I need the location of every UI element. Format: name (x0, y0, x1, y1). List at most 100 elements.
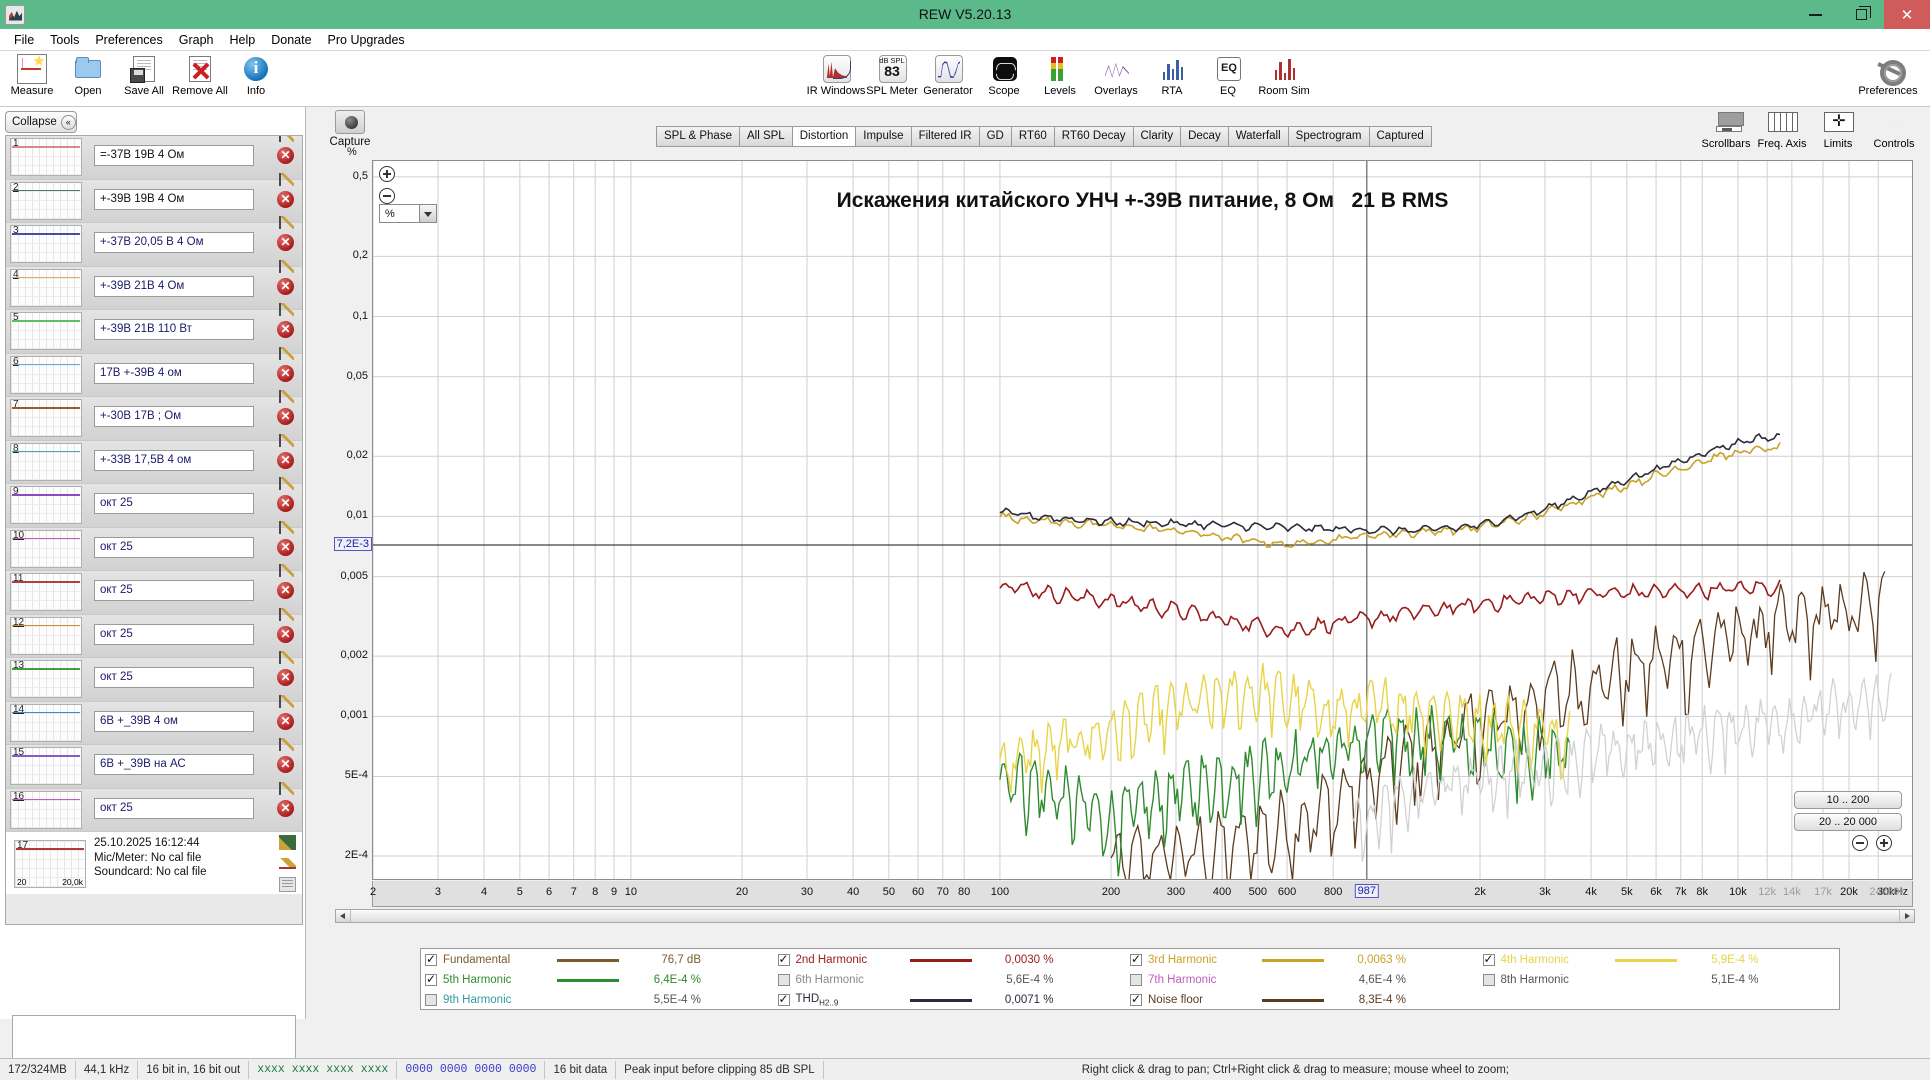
measurement-row[interactable]: 3 +-37В 20,05 В 4 Ом ✕ (6, 216, 302, 267)
edit-icon[interactable] (279, 136, 294, 142)
chevron-down-icon[interactable] (419, 205, 436, 222)
measurement-name-input[interactable]: +-39В 21В 110 Вт (94, 319, 254, 340)
measurement-name-input[interactable]: 6В +_39В 4 ом (94, 710, 254, 732)
legend-checkbox[interactable] (777, 992, 790, 1006)
measurement-thumbnail[interactable]: 5 (10, 312, 82, 351)
measurement-thumbnail[interactable]: 17 20 20,0k (14, 840, 86, 888)
tab-gd[interactable]: GD (978, 126, 1011, 147)
collapse-sidebar-button[interactable]: Collapse « (5, 111, 77, 133)
toolbar-rta-button[interactable]: RTA (1144, 54, 1200, 97)
zoom-out-icon[interactable] (379, 188, 395, 204)
measurement-row[interactable]: 12 окт 25 ✕ (6, 607, 302, 658)
measurement-row[interactable]: 10 окт 25 ✕ (6, 520, 302, 571)
measurement-row[interactable]: 14 6В +_39В 4 ом ✕ (6, 694, 302, 745)
measurement-name-input[interactable]: 17В +-39В 4 ом (94, 362, 254, 384)
notes-icon[interactable] (279, 877, 296, 892)
tab-distortion[interactable]: Distortion (791, 126, 856, 147)
toolbar-measure-button[interactable]: Measure (4, 54, 60, 97)
minimize-button[interactable] (1792, 0, 1838, 29)
legend-item[interactable]: 9th Harmonic 5,5E-4 % (425, 990, 778, 1010)
measurement-row[interactable]: 15 6В +_39В на АС ✕ (6, 738, 302, 789)
menu-preferences[interactable]: Preferences (95, 32, 163, 47)
delete-measurement-icon[interactable]: ✕ (277, 234, 294, 251)
edit-measurement-icon[interactable] (279, 856, 296, 871)
measurement-thumbnail[interactable]: 8 (10, 442, 82, 481)
delete-measurement-icon[interactable]: ✕ (277, 495, 294, 512)
scroll-right-icon[interactable] (1900, 910, 1914, 922)
delete-measurement-icon[interactable]: ✕ (277, 669, 294, 686)
measurement-thumbnail[interactable]: 7 (10, 399, 82, 438)
delete-measurement-icon[interactable]: ✕ (277, 538, 294, 556)
zoom-in-icon[interactable] (379, 166, 395, 182)
measurement-thumbnail[interactable]: 13 (10, 660, 82, 699)
tab-filtered-ir[interactable]: Filtered IR (910, 126, 979, 147)
edit-icon[interactable] (279, 607, 294, 621)
measurement-name-input[interactable]: +-39В 21В 4 Ом (94, 275, 254, 297)
measurement-name-input[interactable]: окт 25 (94, 667, 254, 688)
measurement-name-input[interactable]: окт 25 (94, 536, 254, 558)
measurement-row[interactable]: 2 +-39В 19В 4 Ом ✕ (6, 172, 302, 223)
measurement-thumbnail[interactable]: 10 (10, 529, 82, 568)
x-axis[interactable]: 30kHz 2 3 4 5 6 7 8 9 10 20 30 40 50 60 70 80 100 200 300 4… (370, 881, 1913, 907)
plot-area[interactable]: % Искажения китайского УНЧ +-39В питание… (372, 160, 1913, 880)
measurement-thumbnail[interactable]: 16 (10, 790, 82, 829)
measurement-name-input[interactable]: окт 25 (94, 493, 254, 514)
legend-checkbox[interactable] (1130, 952, 1142, 966)
edit-icon[interactable] (279, 738, 294, 751)
edit-icon[interactable] (279, 781, 294, 795)
menu-donate[interactable]: Donate (271, 32, 312, 47)
scrollbar-thumb[interactable] (350, 910, 1900, 922)
legend-item[interactable]: 2nd Harmonic 0,0030 % (777, 950, 1131, 970)
legend-checkbox[interactable] (425, 972, 437, 986)
edit-icon[interactable] (279, 216, 294, 229)
measurement-name-input[interactable]: окт 25 (94, 580, 254, 601)
delete-measurement-icon[interactable]: ✕ (277, 277, 294, 295)
measurement-row[interactable]: 16 окт 25 ✕ (6, 781, 302, 832)
delete-measurement-icon[interactable]: ✕ (277, 190, 294, 208)
measurement-thumbnail[interactable]: 6 (10, 355, 82, 394)
toolbar-room-sim-button[interactable]: Room Sim (1256, 54, 1312, 97)
toolbar-remove-all-button[interactable]: Remove All (172, 54, 228, 97)
legend-checkbox[interactable] (425, 994, 437, 1006)
measurement-name-input[interactable]: +-39В 19В 4 Ом (94, 188, 254, 210)
toolbar-preferences-button[interactable]: Preferences (1852, 54, 1924, 97)
legend-item[interactable]: 6th Harmonic 5,6E-4 % (777, 970, 1131, 990)
x-zoom-in-icon[interactable] (1876, 835, 1892, 851)
delete-measurement-icon[interactable]: ✕ (277, 756, 294, 773)
menu-tools[interactable]: Tools (50, 32, 80, 47)
measurement-name-input[interactable]: окт 25 (94, 623, 254, 645)
legend-checkbox[interactable] (425, 952, 437, 966)
edit-icon[interactable] (279, 520, 294, 534)
scroll-left-icon[interactable] (336, 910, 350, 922)
edit-icon[interactable] (279, 172, 294, 186)
measurement-name-input[interactable]: 6В +_39В на АС (94, 754, 254, 775)
x-zoom-out-icon[interactable] (1852, 835, 1868, 851)
delete-measurement-icon[interactable]: ✕ (277, 712, 294, 730)
close-button[interactable]: ✕ (1884, 0, 1930, 29)
toolbar-open-button[interactable]: Open (60, 54, 116, 97)
edit-icon[interactable] (279, 433, 294, 447)
scrollbars-button[interactable]: Scrollbars (1698, 108, 1754, 150)
delete-measurement-icon[interactable]: ✕ (277, 451, 294, 469)
measurement-thumbnail[interactable]: 14 (10, 703, 82, 742)
horizontal-scrollbar[interactable] (335, 909, 1915, 923)
menu-help[interactable]: Help (229, 32, 256, 47)
tab-all-spl[interactable]: All SPL (738, 126, 792, 147)
measurement-thumbnail[interactable]: 9 (10, 486, 82, 525)
measurement-thumbnail[interactable]: 3 (10, 225, 82, 264)
measurement-name-input[interactable]: +-37В 20,05 В 4 Ом (94, 232, 254, 253)
edit-icon[interactable] (279, 477, 294, 490)
tab-waterfall[interactable]: Waterfall (1227, 126, 1288, 147)
tab-impulse[interactable]: Impulse (855, 126, 911, 147)
edit-icon[interactable] (279, 303, 294, 316)
legend-checkbox[interactable] (1130, 992, 1142, 1006)
edit-icon[interactable] (279, 390, 294, 403)
legend-item[interactable]: Noise floor 8,3E-4 % (1130, 990, 1483, 1010)
delete-measurement-icon[interactable]: ✕ (277, 625, 294, 643)
delete-measurement-icon[interactable]: ✕ (277, 408, 294, 425)
toolbar-eq-button[interactable]: EQ (1200, 54, 1256, 97)
tab-clarity[interactable]: Clarity (1132, 126, 1181, 147)
measurement-name-input[interactable]: +-33В 17,5В 4 ом (94, 449, 254, 471)
measurement-list[interactable]: 1 =-37В 19В 4 Ом ✕ 2 +-39В 19В 4 Ом ✕ 3 +-37В 2… (5, 135, 303, 925)
selected-measurement-row[interactable]: 17 20 20,0k 25.10.2025 16:12:44 Mic/Meter: N… (6, 832, 302, 894)
